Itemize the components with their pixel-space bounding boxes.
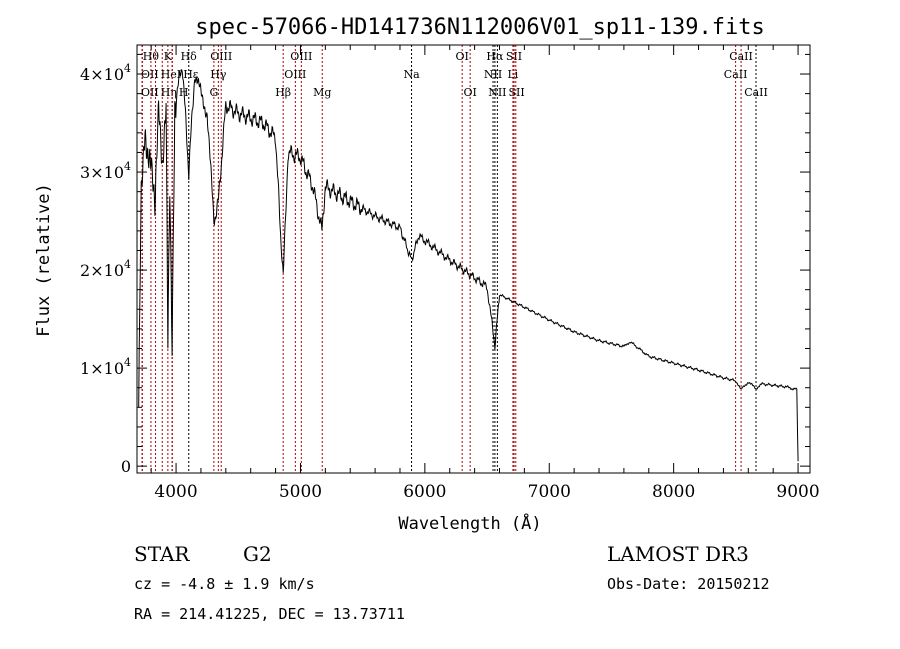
y-axis-label: Flux (relative)	[34, 183, 54, 337]
x-tick-label: 7000	[528, 482, 571, 502]
line-label: Na	[404, 68, 421, 81]
y-tick-label: 2×104	[80, 258, 131, 280]
x-tick-label: 6000	[403, 482, 446, 502]
line-label: Mg	[313, 86, 331, 99]
line-label: OIII	[284, 68, 306, 81]
line-label: Hα	[486, 50, 504, 63]
survey-label: LAMOST DR3	[607, 542, 749, 566]
spectrum-line	[138, 68, 799, 462]
line-label: OIII	[210, 50, 232, 63]
line-label: G	[210, 86, 219, 99]
object-class: STAR	[134, 542, 190, 566]
y-tick-mantissa: 3×10	[80, 163, 124, 182]
line-label: Hδ	[181, 50, 198, 63]
y-tick-mantissa: 1×10	[80, 359, 124, 378]
x-tick-label: 4000	[154, 482, 197, 502]
y-tick-label: 1×104	[80, 356, 131, 378]
y-tick-label: 0	[121, 457, 131, 476]
line-label: SII	[509, 86, 525, 99]
line-label: CaII	[729, 50, 753, 63]
line-label: CaII	[744, 86, 768, 99]
line-label: CaII	[724, 68, 748, 81]
line-label: HeI	[161, 68, 181, 81]
y-tick-exponent: 4	[124, 258, 131, 271]
x-tick-label: 9000	[776, 482, 819, 502]
line-label: OII	[141, 86, 159, 99]
line-label: Hε	[183, 68, 199, 81]
redshift-cz: cz = -4.8 ± 1.9 km/s	[134, 575, 315, 593]
line-label: Hβ	[275, 86, 291, 99]
x-axis-label: Wavelength (Å)	[398, 512, 541, 534]
y-tick-exponent: 4	[124, 160, 131, 173]
object-subclass: G2	[243, 542, 272, 566]
line-label: SII	[506, 50, 522, 63]
line-label: K	[164, 50, 173, 63]
line-label: Hθ	[143, 50, 160, 63]
x-tick-label: 5000	[279, 482, 322, 502]
spectrum-series	[138, 68, 799, 462]
y-tick-mantissa: 0	[121, 457, 131, 476]
axes-ticks: 4000 5000 6000 7000 8000 900001×1042×1043×104…	[80, 45, 820, 502]
line-label: Hη	[161, 86, 177, 99]
y-tick-mantissa: 4×10	[80, 65, 124, 84]
plot-frame	[136, 44, 811, 474]
ra-dec: RA = 214.41225, DEC = 13.73711	[134, 605, 405, 623]
chart-title: spec-57066-HD141736N112006V01_sp11-139.f…	[195, 15, 765, 40]
line-label: Li	[508, 68, 519, 81]
y-tick-label: 4×104	[80, 62, 131, 84]
y-tick-exponent: 4	[124, 356, 131, 369]
y-tick-mantissa: 2×10	[80, 261, 124, 280]
line-label: OII	[141, 68, 159, 81]
line-label: OI	[464, 86, 477, 99]
obs-date: Obs-Date: 20150212	[607, 575, 770, 593]
y-tick-exponent: 4	[124, 62, 131, 75]
y-tick-label: 3×104	[80, 160, 131, 182]
line-label: Hγ	[210, 68, 227, 81]
line-label: NII	[488, 86, 506, 99]
x-tick-label: 8000	[652, 482, 695, 502]
line-label: OIII	[290, 50, 312, 63]
line-label: NII	[484, 68, 502, 81]
line-label: OI	[456, 50, 469, 63]
